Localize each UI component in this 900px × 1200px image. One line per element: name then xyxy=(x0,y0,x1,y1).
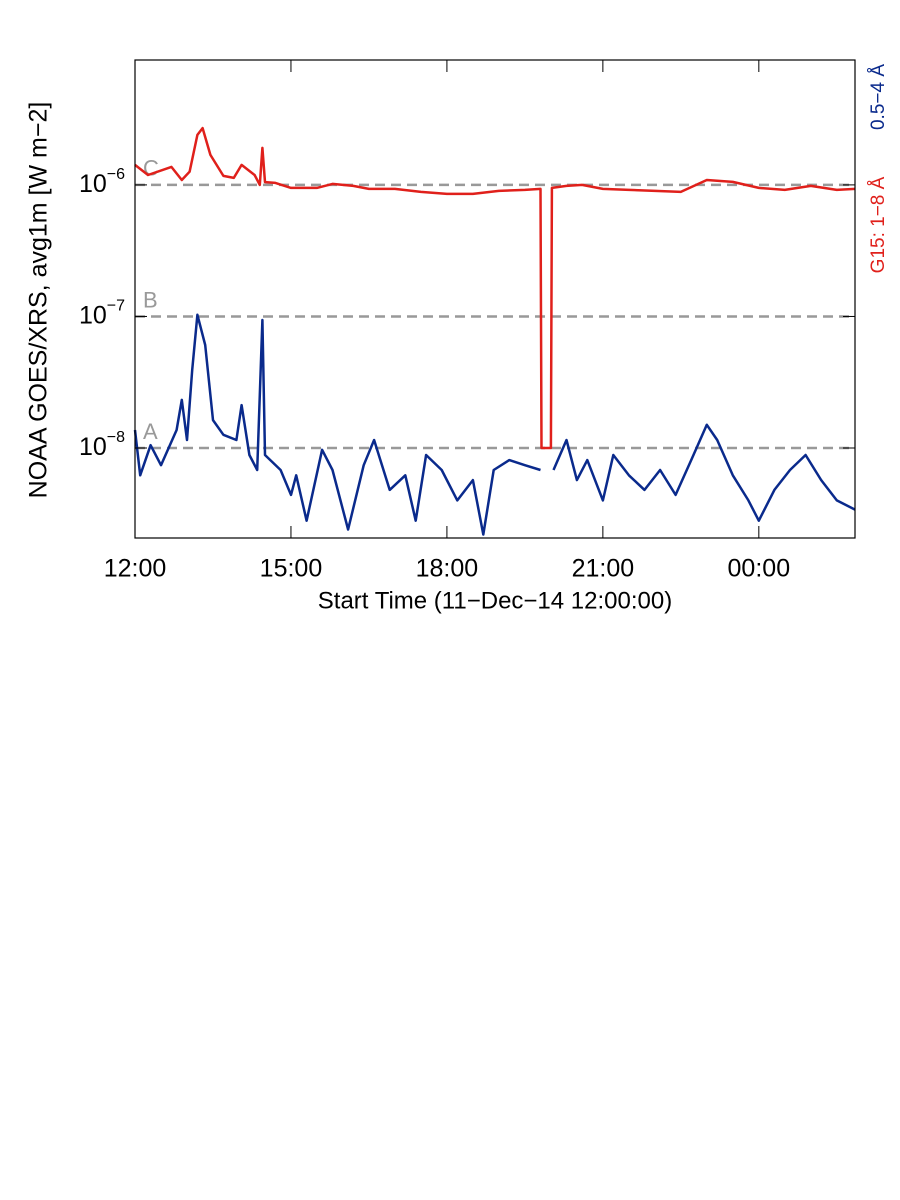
threshold-label: B xyxy=(143,287,158,312)
x-axis-title: Start Time (11−Dec−14 12:00:00) xyxy=(318,587,672,614)
threshold-label: C xyxy=(143,156,159,181)
x-tick-label: 00:00 xyxy=(728,555,791,583)
y-tick-label: 10−7 xyxy=(79,298,125,329)
legend-label: 0.5−4 Å xyxy=(868,64,889,130)
x-tick-label: 21:00 xyxy=(572,555,635,583)
threshold-label: A xyxy=(143,419,158,444)
x-tick-label: 12:00 xyxy=(104,555,167,583)
y-axis-title: NOAA GOES/XRS, avg1m [W m−2] xyxy=(25,102,53,499)
plot-frame xyxy=(134,59,856,539)
x-tick-label: 18:00 xyxy=(416,555,479,583)
series-line xyxy=(133,313,856,536)
x-tick-label: 15:00 xyxy=(260,555,323,583)
y-tick-label: 10−8 xyxy=(79,429,125,460)
series-line xyxy=(134,126,856,450)
y-tick-label: 10−6 xyxy=(79,166,125,197)
legend-label: G15: 1−8 Å xyxy=(868,176,889,273)
